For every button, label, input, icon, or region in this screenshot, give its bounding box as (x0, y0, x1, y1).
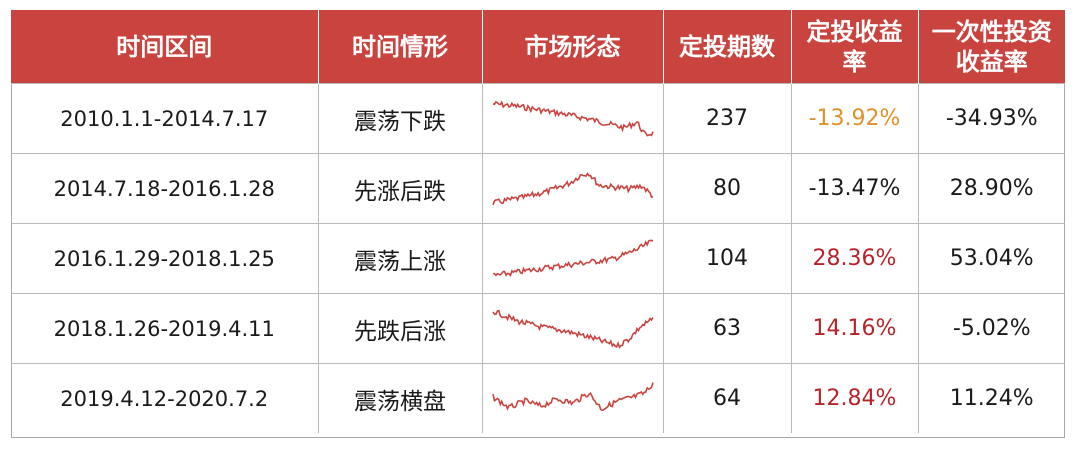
table-row: 2019.4.12-2020.7.2 震荡横盘 64 12.84% 11.24% (11, 363, 1065, 433)
sparkline-path (492, 238, 653, 277)
header-time-situation: 时间情形 (318, 10, 483, 84)
header-row: 时间区间 时间情形 市场形态 定投期数 定投收益率 一次性投资收益率 (11, 10, 1065, 84)
header-market-shape: 市场形态 (482, 10, 664, 84)
sparkline-path (492, 99, 654, 137)
cell-trend: 先涨后跌 (318, 153, 483, 224)
sparkline-path (491, 381, 654, 411)
header-dca-periods: 定投期数 (663, 10, 792, 84)
cell-dca-return: -13.92% (791, 83, 919, 154)
cell-range: 2019.4.12-2020.7.2 (11, 363, 319, 433)
sparkline-rise-oscillating (492, 238, 653, 277)
cell-dca-return: -13.47% (791, 153, 919, 224)
table-row: 2010.1.1-2014.7.17 震荡下跌 237 -13.92% -34.… (11, 83, 1065, 154)
cell-trend: 震荡下跌 (318, 83, 483, 154)
cell-dca-return: 28.36% (791, 223, 919, 294)
cell-periods: 104 (663, 223, 792, 294)
cell-sparkline (482, 83, 664, 154)
cell-lump-return: -34.93% (918, 83, 1065, 154)
sparkline-path (491, 309, 654, 349)
cell-sparkline (482, 223, 664, 294)
sparkline-fall-then-rise (491, 309, 654, 349)
cell-sparkline (482, 363, 664, 433)
cell-lump-return: 53.04% (918, 223, 1065, 294)
sparkline-decline-oscillating (492, 99, 654, 137)
header-lump-sum-return: 一次性投资收益率 (918, 10, 1065, 84)
cell-trend: 震荡上涨 (318, 223, 483, 294)
table-row: 2018.1.26-2019.4.11 先跌后涨 63 14.16% -5.02… (11, 293, 1065, 364)
sparkline-rise-then-fall (491, 171, 653, 205)
cell-periods: 237 (663, 83, 792, 154)
cell-dca-return: 14.16% (791, 293, 919, 364)
cell-trend: 震荡横盘 (318, 363, 483, 433)
cell-sparkline (482, 293, 664, 364)
cell-range: 2014.7.18-2016.1.28 (11, 153, 319, 224)
cell-lump-return: -5.02% (918, 293, 1065, 364)
cell-range: 2016.1.29-2018.1.25 (11, 223, 319, 294)
header-time-range: 时间区间 (11, 10, 319, 84)
cell-trend: 先跌后涨 (318, 293, 483, 364)
cell-periods: 80 (663, 153, 792, 224)
cell-dca-return: 12.84% (791, 363, 919, 433)
sparkline-path (491, 171, 653, 205)
table-row: 2014.7.18-2016.1.28 先涨后跌 80 -13.47% 28.9… (11, 153, 1065, 224)
cell-sparkline (482, 153, 664, 224)
cell-periods: 63 (663, 293, 792, 364)
cell-range: 2010.1.1-2014.7.17 (11, 83, 319, 154)
cell-range: 2018.1.26-2019.4.11 (11, 293, 319, 364)
cell-lump-return: 28.90% (918, 153, 1065, 224)
header-dca-return: 定投收益率 (791, 10, 919, 84)
table-row: 2016.1.29-2018.1.25 震荡上涨 104 28.36% 53.0… (11, 223, 1065, 294)
cell-periods: 64 (663, 363, 792, 433)
returns-table: 时间区间 时间情形 市场形态 定投期数 定投收益率 一次性投资收益率 2010.… (11, 10, 1065, 433)
cell-lump-return: 11.24% (918, 363, 1065, 433)
sparkline-sideways-oscillating (491, 381, 654, 411)
